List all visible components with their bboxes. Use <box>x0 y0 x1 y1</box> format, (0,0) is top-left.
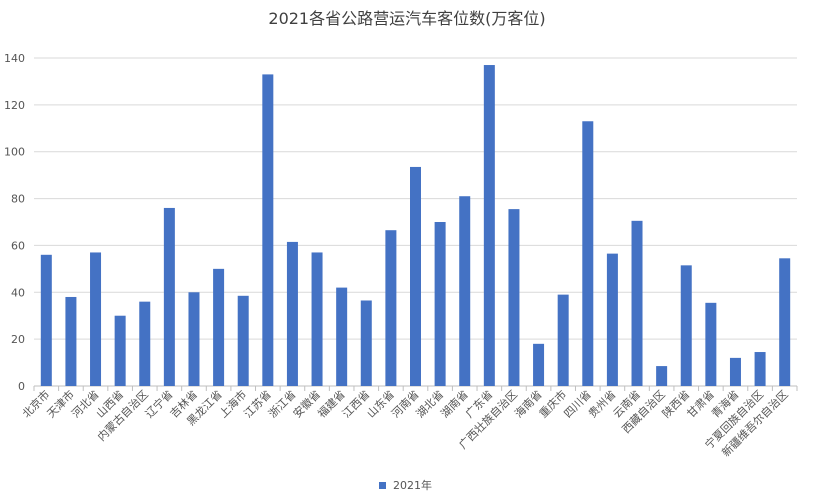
bar <box>729 357 741 386</box>
bar <box>434 222 446 386</box>
legend: 2021年 <box>379 478 432 492</box>
bar <box>533 343 545 386</box>
bar <box>705 302 717 386</box>
bar <box>557 294 569 386</box>
bar <box>508 209 520 386</box>
bar <box>606 253 618 386</box>
chart-title: 2021各省公路营运汽车客位数(万客位) <box>268 9 545 28</box>
bar <box>582 121 594 386</box>
y-axis: 0 20 40 60 80 100 120 140 <box>4 52 25 393</box>
bar <box>779 258 791 386</box>
bar <box>680 265 692 386</box>
bar <box>410 166 421 386</box>
bar <box>262 74 274 387</box>
bar <box>114 315 126 386</box>
y-tick-label: 60 <box>11 239 25 252</box>
bars <box>40 65 791 387</box>
bar <box>311 252 323 386</box>
bar <box>459 196 471 386</box>
y-tick-label: 0 <box>18 380 25 393</box>
bar <box>385 230 397 386</box>
y-tick-label: 20 <box>11 333 25 346</box>
y-tick-label: 120 <box>4 99 25 112</box>
bar <box>754 352 766 386</box>
y-tick-label: 80 <box>11 193 25 206</box>
bar <box>286 241 298 386</box>
bar <box>90 252 102 386</box>
bar <box>483 65 495 387</box>
bar <box>163 207 175 386</box>
bar <box>237 295 249 386</box>
legend-swatch <box>379 482 386 489</box>
bar <box>360 300 372 386</box>
y-tick-label: 140 <box>4 52 25 65</box>
bar <box>139 301 151 386</box>
legend-label: 2021年 <box>393 478 432 492</box>
y-tick-label: 100 <box>4 146 25 159</box>
bar <box>213 268 225 386</box>
bar <box>40 254 52 386</box>
bar <box>188 292 200 386</box>
x-axis: 北京市天津市河北省山西省内蒙古自治区辽宁省吉林省黑龙江省上海市江苏省浙江省安徽省… <box>19 386 798 459</box>
bar <box>336 287 348 386</box>
bar <box>65 296 77 386</box>
bar <box>631 220 643 386</box>
y-tick-label: 40 <box>11 286 25 299</box>
bar <box>656 366 668 386</box>
